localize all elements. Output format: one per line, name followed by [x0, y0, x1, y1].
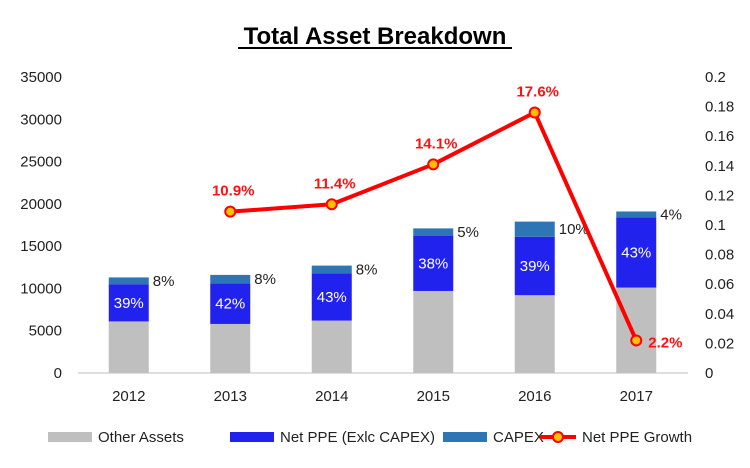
bar-segment-capex [108, 277, 149, 285]
net-ppe-share-label: 43% [621, 244, 651, 261]
x-axis-tick-label: 2012 [112, 388, 145, 405]
right-y-axis: 0 0.02 0.04 0.06 0.08 0.1 0.12 0.14 0.16 0.18 0.2 [705, 69, 734, 382]
right-axis-tick-label: 0.02 [705, 335, 734, 352]
capex-share-label: 5% [457, 224, 479, 241]
x-axis-tick-label: 2013 [214, 388, 247, 405]
net-ppe-growth-series: 10.9% 11.4% 14.1% 17.6% 2.2% [212, 84, 682, 352]
x-axis-labels: 2012 2013 2014 2015 2016 2017 [112, 388, 653, 405]
left-axis-tick-label: 25000 [20, 154, 62, 171]
bar-segment-net-ppe-exlc-capex [311, 273, 352, 321]
left-axis-tick-label: 30000 [20, 111, 62, 128]
left-y-axis: 0 5000 10000 15000 20000 25000 30000 35000 [20, 69, 62, 382]
x-axis-tick-label: 2016 [518, 388, 551, 405]
bar-segment-other-assets [210, 323, 251, 373]
left-axis-tick-label: 0 [54, 365, 62, 382]
net-ppe-growth-label: 10.9% [212, 183, 255, 200]
right-axis-tick-label: 0.12 [705, 187, 734, 204]
capex-share-label: 8% [356, 261, 378, 278]
bar-segment-net-ppe-exlc-capex [616, 217, 657, 288]
legend-marker-swatch [552, 431, 564, 443]
legend-swatch [230, 432, 274, 442]
stacked-bars [108, 211, 657, 373]
net-ppe-growth-label: 17.6% [516, 84, 559, 101]
net-ppe-growth-label: 2.2% [648, 334, 682, 351]
net-ppe-share-label: 42% [215, 296, 245, 313]
bar-segment-capex [616, 211, 657, 218]
net-ppe-growth-marker [630, 334, 643, 347]
left-axis-tick-label: 5000 [29, 323, 62, 340]
left-axis-tick-label: 15000 [20, 238, 62, 255]
x-axis-tick-label: 2015 [417, 388, 450, 405]
right-axis-tick-label: 0.2 [705, 69, 726, 86]
bar-segment-capex [413, 228, 454, 236]
bar-segment-net-ppe-exlc-capex [514, 236, 555, 296]
chart-title: Total Asset Breakdown [244, 23, 507, 50]
capex-share-label: 8% [254, 271, 276, 288]
bar-segment-capex [514, 221, 555, 237]
net-ppe-share-label: 38% [418, 255, 448, 272]
right-axis-tick-label: 0.04 [705, 306, 734, 323]
bar-segment-other-assets [616, 287, 657, 373]
bar-segment-other-assets [108, 321, 149, 373]
bar-segment-other-assets [311, 320, 352, 373]
net-ppe-growth-marker [528, 106, 541, 119]
bar-segment-other-assets [514, 295, 555, 373]
right-axis-tick-label: 0 [705, 365, 713, 382]
right-axis-tick-label: 0.18 [705, 99, 734, 116]
right-axis-tick-label: 0.08 [705, 247, 734, 264]
legend-swatch [443, 432, 487, 442]
right-axis-tick-label: 0.1 [705, 217, 726, 234]
right-axis-tick-label: 0.16 [705, 128, 734, 145]
capex-share-label: 8% [153, 273, 175, 290]
x-axis-tick-label: 2014 [315, 388, 348, 405]
capex-share-label: 10% [559, 221, 589, 238]
net-ppe-growth-label: 14.1% [415, 135, 458, 152]
right-axis-tick-label: 0.06 [705, 276, 734, 293]
legend-label: Net PPE (Exlc CAPEX) [280, 429, 435, 446]
bar-segment-net-ppe-exlc-capex [108, 284, 149, 322]
net-ppe-share-label: 43% [317, 289, 347, 306]
net-ppe-growth-marker [427, 158, 440, 171]
capex-share-label: 4% [660, 206, 682, 223]
legend-swatch [48, 432, 92, 442]
net-ppe-growth-label: 11.4% [314, 175, 356, 192]
net-ppe-growth-marker [325, 198, 338, 211]
chart-legend: Other Assets Net PPE (Exlc CAPEX) CAPEX Net… [48, 429, 692, 446]
net-ppe-growth-marker [224, 205, 237, 218]
bar-segment-other-assets [413, 290, 454, 373]
left-axis-tick-label: 20000 [20, 196, 62, 213]
bar-segment-capex [210, 274, 251, 284]
x-axis-tick-label: 2017 [620, 388, 653, 405]
legend-label: CAPEX [493, 429, 544, 446]
legend-label: Net PPE Growth [582, 429, 692, 446]
bar-segment-net-ppe-exlc-capex [210, 283, 251, 324]
left-axis-tick-label: 35000 [20, 69, 62, 86]
bar-segment-net-ppe-exlc-capex [413, 235, 454, 291]
legend-label: Other Assets [98, 429, 184, 446]
right-axis-tick-label: 0.14 [705, 158, 734, 175]
bar-segment-capex [311, 265, 352, 274]
net-ppe-share-label: 39% [520, 258, 550, 275]
bar-data-labels: 39% 8% 42% 8% 43% 8% 38% 5% 39% 10% 43% 4% [114, 206, 682, 312]
left-axis-tick-label: 10000 [20, 280, 62, 297]
net-ppe-share-label: 39% [114, 295, 144, 312]
